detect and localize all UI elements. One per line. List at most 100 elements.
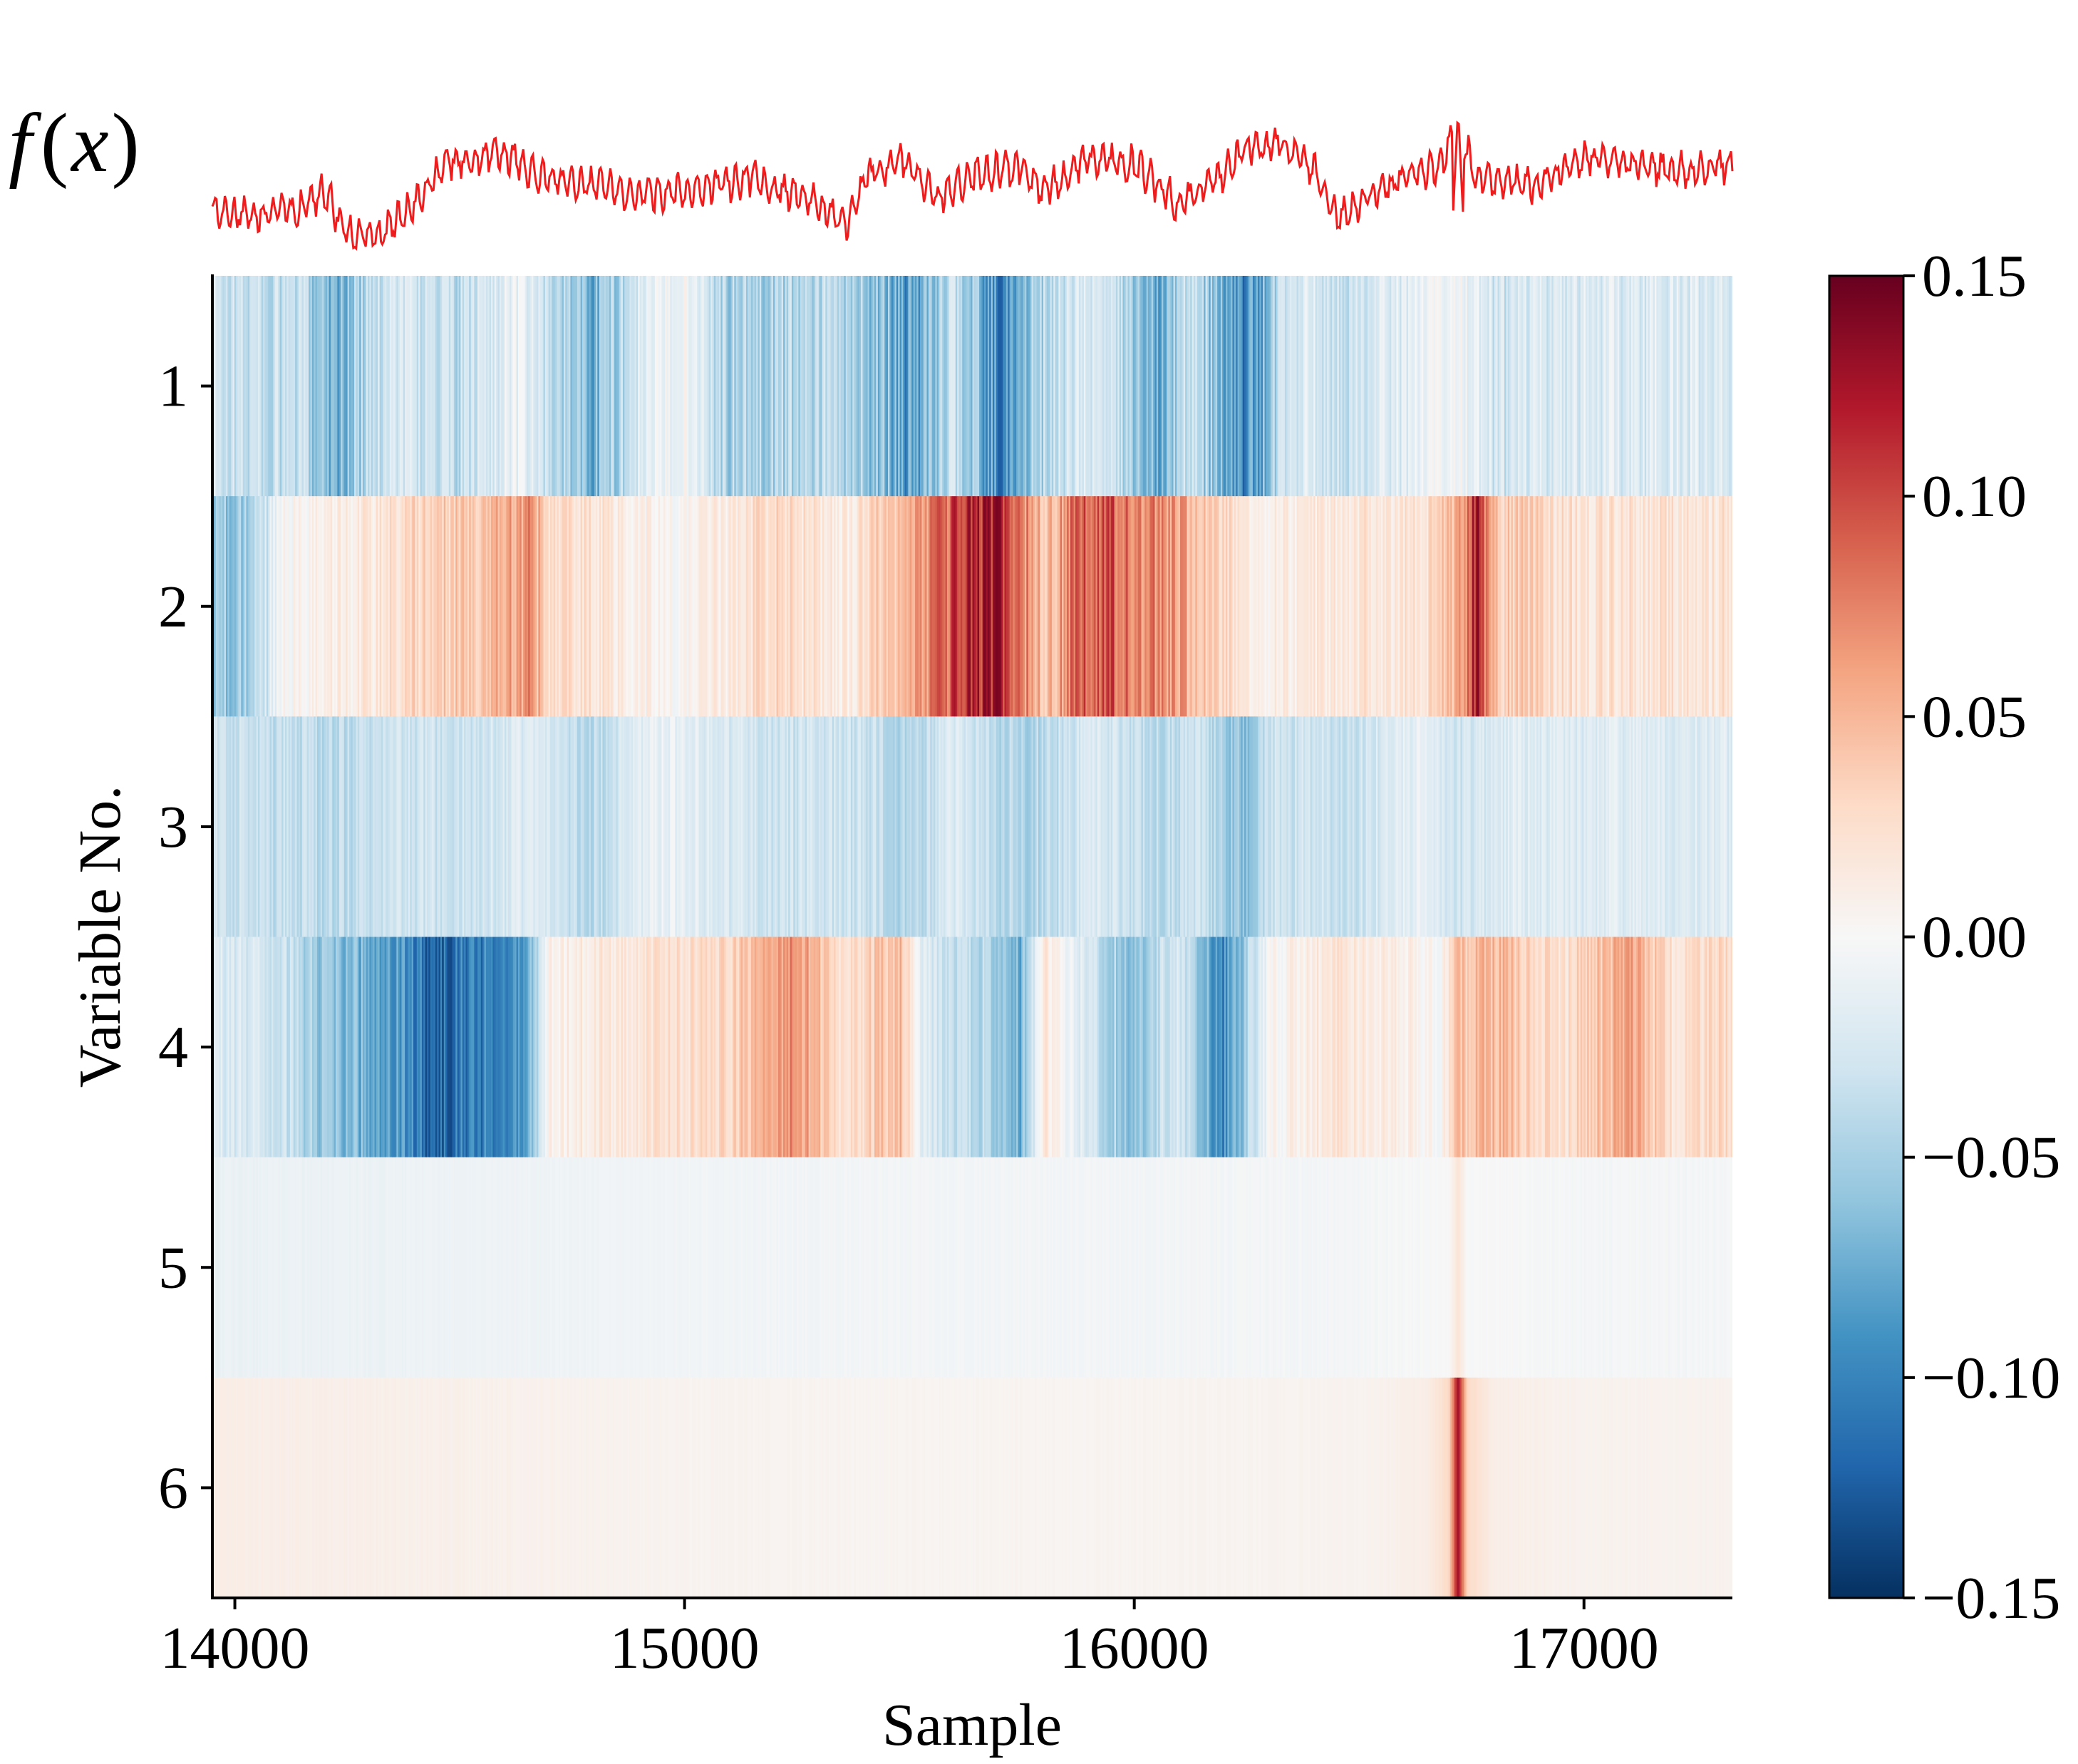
heatmap-cell xyxy=(727,276,730,497)
heatmap-cell xyxy=(405,1377,408,1598)
heatmap-cell xyxy=(1566,496,1569,717)
heatmap-cell xyxy=(1646,276,1649,497)
heatmap-cell xyxy=(1041,1157,1044,1378)
heatmap-cell xyxy=(1070,276,1072,497)
heatmap-cell xyxy=(1105,496,1108,717)
heatmap-cell xyxy=(1477,937,1480,1158)
heatmap-cell xyxy=(815,716,818,937)
heatmap-cell xyxy=(341,716,343,937)
heatmap-cell xyxy=(1571,276,1574,497)
heatmap-cell xyxy=(867,937,870,1158)
heatmap-cell xyxy=(1256,716,1258,937)
heatmap-cell xyxy=(767,937,770,1158)
heatmap-cell xyxy=(797,716,799,937)
heatmap-cell xyxy=(394,276,397,497)
heatmap-cell xyxy=(376,496,378,717)
heatmap-cell xyxy=(1460,276,1463,497)
heatmap-cell xyxy=(1484,496,1487,717)
heatmap-cell xyxy=(1384,496,1387,717)
heatmap-cell xyxy=(261,496,264,717)
heatmap-cell xyxy=(1665,276,1668,497)
heatmap-cell xyxy=(748,937,750,1158)
heatmap-cell xyxy=(462,1377,465,1598)
heatmap-cell xyxy=(1043,276,1046,497)
heatmap-cell xyxy=(849,937,852,1158)
heatmap-cell xyxy=(1455,276,1458,497)
heatmap-cell xyxy=(844,276,847,497)
heatmap-cell xyxy=(639,276,642,497)
heatmap-cell xyxy=(528,937,531,1158)
heatmap-cell xyxy=(1375,496,1378,717)
heatmap-cell xyxy=(1501,937,1504,1158)
heatmap-cell xyxy=(1479,276,1482,497)
heatmap-cell xyxy=(1050,1157,1053,1378)
heatmap-cell xyxy=(955,716,958,937)
heatmap-cell xyxy=(1445,937,1448,1158)
heatmap-cell xyxy=(1563,937,1566,1158)
heatmap-cell xyxy=(1016,716,1019,937)
heatmap-cell xyxy=(849,716,852,937)
heatmap-cell xyxy=(1124,716,1127,937)
heatmap-cell xyxy=(1149,1157,1152,1378)
heatmap-cell xyxy=(1067,937,1070,1158)
heatmap-cell xyxy=(1460,1157,1463,1378)
heatmap-cell xyxy=(567,1377,569,1598)
heatmap-cell xyxy=(874,716,877,937)
heatmap-cell xyxy=(543,1377,546,1598)
heatmap-cell xyxy=(1496,276,1499,497)
heatmap-cell xyxy=(628,1377,630,1598)
heatmap-cell xyxy=(1509,276,1512,497)
heatmap-cell xyxy=(751,937,753,1158)
heatmap-cell xyxy=(712,496,715,717)
heatmap-cell xyxy=(913,716,916,937)
heatmap-cell xyxy=(744,1377,747,1598)
heatmap-cell xyxy=(1231,937,1234,1158)
heatmap-cell xyxy=(1629,276,1632,497)
heatmap-cell xyxy=(1411,716,1414,937)
heatmap-cell xyxy=(1362,276,1365,497)
heatmap-cell xyxy=(771,1377,774,1598)
heatmap-cell xyxy=(1685,1157,1687,1378)
heatmap-cell xyxy=(1656,937,1659,1158)
heatmap-cell xyxy=(526,716,529,937)
heatmap-cell xyxy=(781,1377,784,1598)
heatmap-cell xyxy=(1396,496,1399,717)
heatmap-cell xyxy=(1214,937,1216,1158)
heatmap-cell xyxy=(866,276,869,497)
heatmap-cell xyxy=(1685,276,1687,497)
heatmap-cell xyxy=(683,1157,686,1378)
heatmap-cell xyxy=(1492,496,1495,717)
heatmap-cell xyxy=(332,1157,335,1378)
heatmap-cell xyxy=(464,496,467,717)
heatmap-cell xyxy=(537,276,539,497)
heatmap-cell xyxy=(1443,716,1446,937)
heatmap-cell xyxy=(1628,496,1630,717)
heatmap-cell xyxy=(1342,716,1345,937)
heatmap-cell xyxy=(357,276,360,497)
heatmap-cell xyxy=(590,1157,593,1378)
heatmap-cell xyxy=(1619,937,1622,1158)
heatmap-cell xyxy=(1196,276,1199,497)
heatmap-cell xyxy=(281,1377,284,1598)
heatmap-cell xyxy=(638,716,641,937)
heatmap-cell xyxy=(405,496,408,717)
heatmap-cell xyxy=(502,496,505,717)
heatmap-cell xyxy=(1274,716,1277,937)
heatmap-cell xyxy=(680,1377,683,1598)
heatmap-cell xyxy=(474,276,477,497)
heatmap-cell xyxy=(783,496,786,717)
heatmap-cell xyxy=(410,716,413,937)
heatmap-cell xyxy=(926,496,929,717)
heatmap-cell xyxy=(1407,716,1410,937)
heatmap-cell xyxy=(396,1377,399,1598)
heatmap-cell xyxy=(1534,716,1537,937)
heatmap-cell xyxy=(1144,937,1147,1158)
heatmap-cell xyxy=(724,716,727,937)
heatmap-cell xyxy=(1576,937,1579,1158)
heatmap-cell xyxy=(219,496,222,717)
heatmap-cell xyxy=(621,937,624,1158)
heatmap-cell xyxy=(955,937,958,1158)
heatmap-cell xyxy=(227,937,230,1158)
heatmap-cell xyxy=(898,937,901,1158)
heatmap-cell xyxy=(1587,716,1590,937)
